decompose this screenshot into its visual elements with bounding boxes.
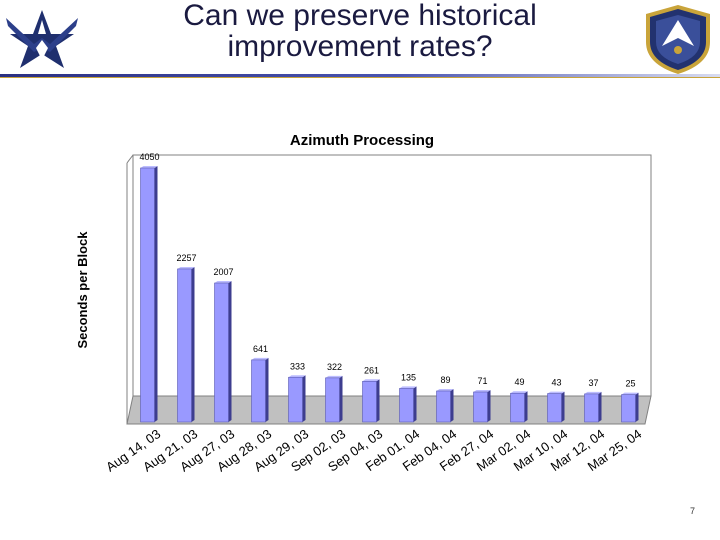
- bar-side: [228, 281, 232, 422]
- bar-top: [621, 392, 639, 395]
- bar-top: [214, 281, 232, 284]
- slide-title-line-1: Can we preserve historical: [183, 0, 537, 32]
- bar-side: [524, 391, 528, 422]
- bar: [547, 393, 562, 423]
- bar-side: [191, 266, 195, 422]
- bar-top: [584, 391, 602, 394]
- bar-side: [487, 390, 491, 422]
- bar-top: [325, 375, 343, 378]
- data-label: 71: [477, 376, 487, 386]
- bar: [177, 268, 192, 423]
- data-label: 43: [551, 378, 561, 388]
- y-axis-top-edge: [126, 154, 134, 164]
- bar-top: [288, 375, 306, 378]
- data-label: 322: [327, 362, 342, 372]
- bar: [399, 388, 414, 423]
- data-label: 135: [401, 372, 416, 382]
- bar-top: [436, 388, 454, 391]
- plot-back-wall: [132, 154, 652, 397]
- bar-side: [154, 166, 158, 422]
- data-label: 49: [514, 377, 524, 387]
- bar-side: [413, 386, 417, 422]
- bar-top: [362, 379, 380, 382]
- air-force-logo: [6, 10, 78, 68]
- bar: [325, 377, 340, 423]
- bar-side: [450, 388, 454, 422]
- bar: [621, 394, 636, 423]
- bar: [214, 282, 229, 423]
- bar-side: [265, 357, 269, 422]
- bar-top: [399, 386, 417, 389]
- title-divider: [0, 74, 720, 78]
- bar-top: [473, 390, 491, 393]
- bar-top: [547, 391, 565, 394]
- bar-top: [140, 166, 158, 168]
- bar: [288, 376, 303, 423]
- bar-side: [598, 391, 602, 422]
- plot-floor: [126, 395, 652, 425]
- bar-side: [561, 391, 565, 422]
- page-number: 7: [690, 506, 696, 516]
- bar-side: [339, 375, 343, 422]
- bar: [251, 359, 266, 423]
- bar: [436, 390, 451, 423]
- bar-side: [302, 375, 306, 422]
- bar: [584, 393, 599, 423]
- data-label: 89: [440, 375, 450, 385]
- slide-title: Can we preserve historical improvement r…: [120, 0, 600, 62]
- bar-top: [177, 266, 195, 269]
- data-label: 333: [290, 361, 305, 371]
- data-label: 37: [588, 378, 598, 388]
- data-label: 2007: [213, 267, 233, 277]
- bar: [362, 381, 377, 423]
- bar-top: [251, 357, 269, 360]
- afrl-emblem-icon: [646, 5, 710, 74]
- data-label: 2257: [176, 253, 196, 263]
- bar: [510, 392, 525, 423]
- bar-top: [510, 391, 528, 394]
- data-label: 25: [625, 379, 635, 389]
- y-axis-label: Seconds per Block: [75, 231, 90, 349]
- bar-side: [635, 392, 639, 422]
- chart-title: Azimuth Processing: [290, 132, 434, 149]
- bar: [473, 391, 488, 423]
- data-label: 4050: [139, 152, 159, 162]
- data-label: 641: [253, 344, 268, 354]
- bar-side: [376, 379, 380, 422]
- data-label: 261: [364, 365, 379, 375]
- bar: [140, 167, 155, 423]
- slide-title-line-2: improvement rates?: [227, 30, 493, 63]
